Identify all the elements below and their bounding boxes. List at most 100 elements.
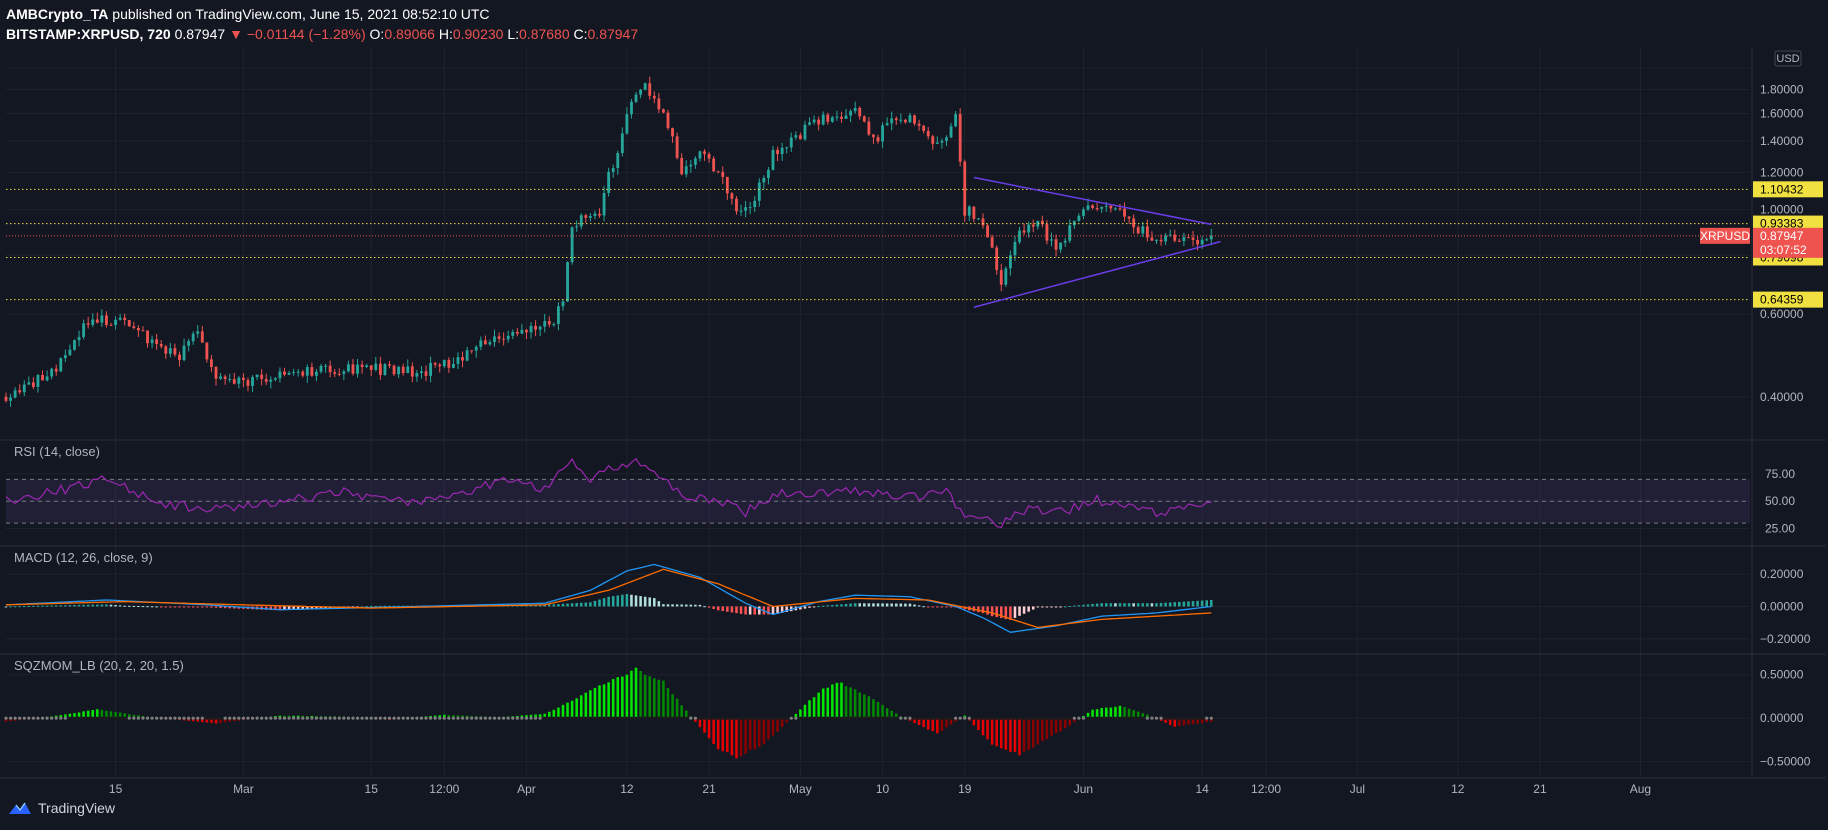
sqzmom-bar xyxy=(584,692,588,719)
macd-histogram-bar xyxy=(1050,606,1053,608)
sqzmom-bar xyxy=(443,714,446,719)
squeeze-dot xyxy=(1045,716,1049,720)
candle xyxy=(214,366,218,386)
candle xyxy=(949,122,953,139)
squeeze-dot xyxy=(287,716,291,720)
candle xyxy=(625,107,629,135)
candle xyxy=(319,363,323,374)
candle xyxy=(146,330,149,348)
squeeze-dot xyxy=(780,716,784,720)
candle xyxy=(552,322,556,327)
macd-histogram-bar xyxy=(1068,605,1072,607)
sqzmom-bar xyxy=(972,718,976,726)
sqzmom-bar xyxy=(721,718,725,752)
macd-pane[interactable]: MACD (12, 26, close, 9) −0.20000 0.00000 0.… xyxy=(4,550,1811,646)
macd-histogram-bar xyxy=(926,606,930,608)
macd-histogram-bar xyxy=(698,604,702,607)
squeeze-dot xyxy=(355,716,360,720)
author-name[interactable]: AMBCrypto_TA xyxy=(6,6,109,22)
candle xyxy=(744,200,748,218)
macd-histogram-bar xyxy=(187,606,190,608)
candle xyxy=(196,325,200,338)
squeeze-dot xyxy=(264,716,268,720)
squeeze-dot xyxy=(976,716,981,720)
squeeze-dot xyxy=(766,716,771,720)
candle xyxy=(926,127,930,140)
triangle-trendline[interactable] xyxy=(973,176,1212,226)
ohlc-low: 0.87680 xyxy=(519,26,570,42)
time-axis[interactable]: 15 Mar 15 12:00 Apr 12 21 May 10 19 Jun 14 12:00 Jul 1… xyxy=(109,782,1651,796)
candle xyxy=(374,356,378,372)
triangle-trendline[interactable] xyxy=(973,240,1221,308)
squeeze-dot xyxy=(205,716,209,720)
macd-histogram-bar xyxy=(141,606,145,608)
sqzmom-bar xyxy=(849,687,852,719)
candle xyxy=(967,205,971,221)
sqzmom-bar xyxy=(1123,707,1126,719)
sqzmom-bar xyxy=(817,692,820,719)
sqzmom-bar xyxy=(917,718,921,726)
sqzmom-bar xyxy=(799,709,802,719)
candle xyxy=(1050,232,1053,247)
sqzmom-bar xyxy=(123,713,126,719)
macd-histogram-bar xyxy=(1168,602,1172,607)
squeeze-dot xyxy=(693,716,697,720)
squeeze-dot xyxy=(1150,716,1154,720)
ohlc-high-label: H: xyxy=(438,26,453,42)
candle xyxy=(1191,231,1195,247)
squeeze-dot xyxy=(616,716,620,720)
sqzmom-bar xyxy=(1109,707,1113,719)
squeeze-dot xyxy=(1086,716,1090,720)
macd-histogram-bar xyxy=(899,603,903,607)
time-tick-label: 12:00 xyxy=(1251,782,1281,796)
symbol-label[interactable]: BITSTAMP:XRPUSD, 720 xyxy=(6,26,171,42)
candle xyxy=(671,127,674,143)
squeeze-dot xyxy=(588,716,592,720)
sqzmom-bar xyxy=(995,718,998,747)
squeeze-dot xyxy=(301,716,305,720)
candle xyxy=(940,138,944,149)
sqzmom-bar xyxy=(1091,709,1094,719)
sqzmom-bar xyxy=(694,718,697,722)
sqzmom-bar xyxy=(73,713,76,719)
macd-histogram-bar xyxy=(123,605,126,607)
level-price-box xyxy=(1753,181,1823,198)
sqzmom-pane[interactable]: SQZMOM_LB (20, 2, 20, 1.5) −0.50000 0.0000… xyxy=(4,658,1811,769)
time-tick-label: Aug xyxy=(1630,782,1651,796)
candle xyxy=(1063,237,1067,247)
time-tick-label: 19 xyxy=(958,782,972,796)
sqzmom-bar xyxy=(1114,706,1117,719)
brand-name[interactable]: TradingView xyxy=(38,800,116,816)
candle xyxy=(557,302,560,331)
candle xyxy=(456,352,460,369)
macd-histogram-bar xyxy=(54,605,58,607)
sqzmom-bar xyxy=(730,718,734,756)
macd-histogram-bar xyxy=(611,596,615,607)
candle xyxy=(684,160,688,178)
candle xyxy=(200,325,204,343)
candle xyxy=(762,175,766,190)
squeeze-dot xyxy=(419,716,424,720)
candle xyxy=(397,365,401,379)
candle xyxy=(917,119,921,131)
candle xyxy=(86,316,90,329)
squeeze-dot xyxy=(684,716,688,720)
macd-histogram-bar xyxy=(1004,606,1008,620)
squeeze-dot xyxy=(849,716,853,720)
macd-histogram-bar xyxy=(999,606,1003,619)
sqzmom-bar xyxy=(214,718,218,724)
macd-histogram-bar xyxy=(18,606,21,608)
candle xyxy=(187,338,191,352)
sqzmom-bar xyxy=(114,712,117,719)
sqzmom-bar xyxy=(132,714,136,719)
squeeze-dot xyxy=(839,716,844,720)
rsi-pane[interactable]: RSI (14, close) 25.00 50.00 75.00 xyxy=(5,444,1795,536)
squeeze-dot xyxy=(940,716,944,720)
squeeze-dot xyxy=(1118,716,1122,720)
macd-histogram-bar xyxy=(758,606,761,615)
price-axis[interactable]: USD0.400000.600000.800001.000001.200001.… xyxy=(1753,50,1823,404)
time-tick-label: 15 xyxy=(365,782,379,796)
sqzmom-bar xyxy=(945,718,948,728)
squeeze-dot xyxy=(734,716,739,720)
